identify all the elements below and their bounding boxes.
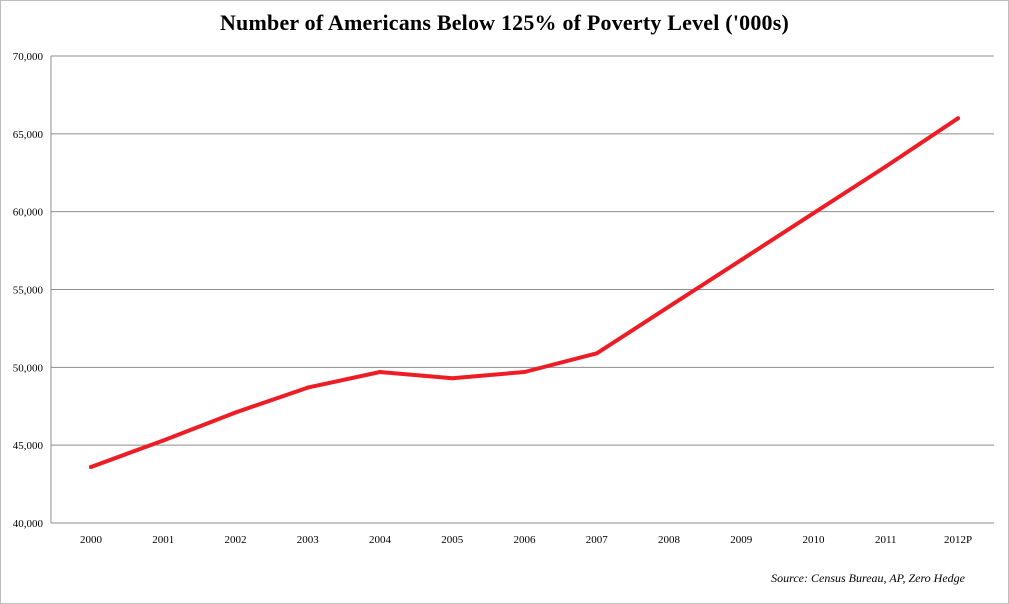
y-tick-label: 55,000 (13, 285, 44, 297)
y-tick-label: 40,000 (13, 518, 44, 530)
data-point (522, 370, 527, 375)
series-line (89, 116, 960, 469)
data-point (667, 304, 671, 309)
series-layer (89, 116, 960, 469)
x-axis-tick-labels: 2000 2001 2002 2003 2004 2005 2006 2007 2008 2009… (80, 534, 972, 546)
data-point (594, 351, 599, 356)
source-note: Source: Census Bureau, AP, Zero Hedge (771, 571, 965, 585)
data-point (811, 211, 816, 216)
y-tick-label: 70,000 (13, 51, 44, 63)
data-point (956, 116, 960, 121)
y-tick-label: 60,000 (13, 207, 44, 219)
data-point (89, 464, 93, 469)
data-point (378, 370, 382, 375)
data-point (450, 376, 455, 381)
x-tick-label: 2012P (944, 534, 972, 546)
x-tick-label: 2010 (803, 534, 826, 546)
x-tick-label: 2006 (514, 534, 537, 546)
y-tick-label: 45,000 (13, 440, 44, 452)
x-tick-label: 2003 (297, 534, 320, 546)
y-tick-label: 50,000 (13, 362, 44, 374)
x-tick-label: 2000 (80, 534, 103, 546)
y-axis-tick-labels: 40,000 45,000 50,000 55,000 60,000 65,000 70,0… (13, 51, 44, 530)
x-tick-label: 2007 (586, 534, 609, 546)
data-point (305, 385, 310, 390)
data-point (739, 257, 744, 262)
x-tick-label: 2009 (730, 534, 753, 546)
x-tick-label: 2001 (152, 534, 174, 546)
data-point (883, 164, 888, 169)
x-tick-label: 2002 (225, 534, 247, 546)
x-tick-label: 2011 (875, 534, 897, 546)
x-tick-label: 2008 (658, 534, 681, 546)
x-tick-label: 2005 (441, 534, 464, 546)
chart-title: Number of Americans Below 125% of Povert… (219, 10, 790, 35)
data-point (161, 438, 166, 443)
grid-layer (50, 55, 994, 524)
x-tick-label: 2004 (369, 534, 392, 546)
y-tick-label: 65,000 (13, 129, 44, 141)
data-point (233, 410, 238, 415)
